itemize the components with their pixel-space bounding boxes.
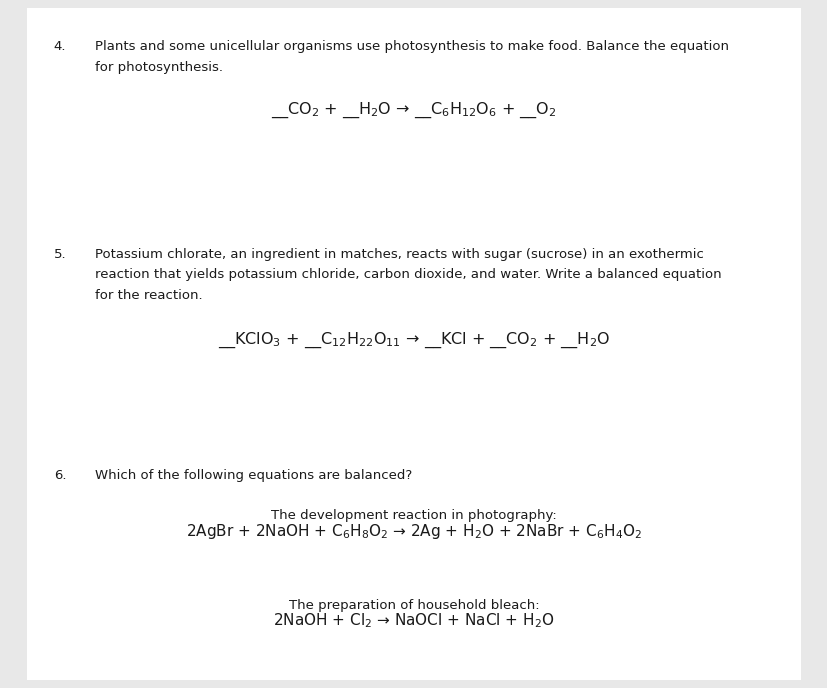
Text: The development reaction in photography:: The development reaction in photography: <box>270 509 557 522</box>
Text: 5.: 5. <box>54 248 66 261</box>
Text: for photosynthesis.: for photosynthesis. <box>95 61 223 74</box>
Text: 6.: 6. <box>54 469 66 482</box>
Text: Which of the following equations are balanced?: Which of the following equations are bal… <box>95 469 412 482</box>
Text: __CO$_2$ + __H$_2$O → __C$_6$H$_{12}$O$_6$ + __O$_2$: __CO$_2$ + __H$_2$O → __C$_6$H$_{12}$O$_… <box>271 100 556 120</box>
Text: reaction that yields potassium chloride, carbon dioxide, and water. Write a bala: reaction that yields potassium chloride,… <box>95 268 721 281</box>
Text: Potassium chlorate, an ingredient in matches, reacts with sugar (sucrose) in an : Potassium chlorate, an ingredient in mat… <box>95 248 703 261</box>
Text: 2AgBr + 2NaOH + C$_6$H$_8$O$_2$ → 2Ag + H$_2$O + 2NaBr + C$_6$H$_4$O$_2$: 2AgBr + 2NaOH + C$_6$H$_8$O$_2$ → 2Ag + … <box>185 522 642 541</box>
Text: 2NaOH + Cl$_2$ → NaOCl + NaCl + H$_2$O: 2NaOH + Cl$_2$ → NaOCl + NaCl + H$_2$O <box>273 611 554 630</box>
Text: __KClO$_3$ + __C$_{12}$H$_{22}$O$_{11}$ → __KCl + __CO$_2$ + __H$_2$O: __KClO$_3$ + __C$_{12}$H$_{22}$O$_{11}$ … <box>218 331 609 350</box>
Text: Plants and some unicellular organisms use photosynthesis to make food. Balance t: Plants and some unicellular organisms us… <box>95 40 729 53</box>
Text: The preparation of household bleach:: The preparation of household bleach: <box>289 599 538 612</box>
Text: for the reaction.: for the reaction. <box>95 289 203 302</box>
Text: 4.: 4. <box>54 40 66 53</box>
